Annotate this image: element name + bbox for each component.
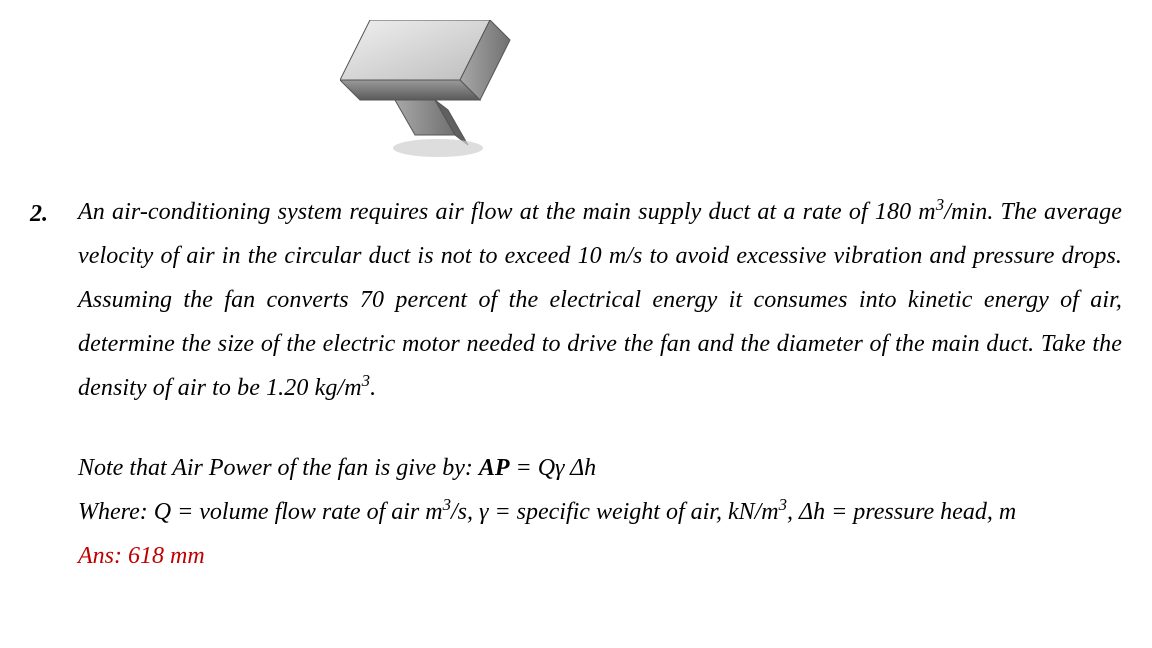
figure-fragment: [30, 20, 1122, 180]
problem-notes: Note that Air Power of the fan is give b…: [78, 446, 1122, 578]
answer-text: Ans: 618 mm: [78, 534, 1122, 578]
problem-2: 2. An air-conditioning system requires a…: [30, 190, 1122, 578]
note-line-1: Note that Air Power of the fan is give b…: [78, 446, 1122, 490]
note-line-2: Where: Q = volume flow rate of air m3/s,…: [78, 490, 1122, 534]
box-corner-illustration: [340, 20, 540, 170]
problem-number: 2.: [30, 190, 78, 236]
problem-statement: An air-conditioning system requires air …: [78, 190, 1122, 410]
